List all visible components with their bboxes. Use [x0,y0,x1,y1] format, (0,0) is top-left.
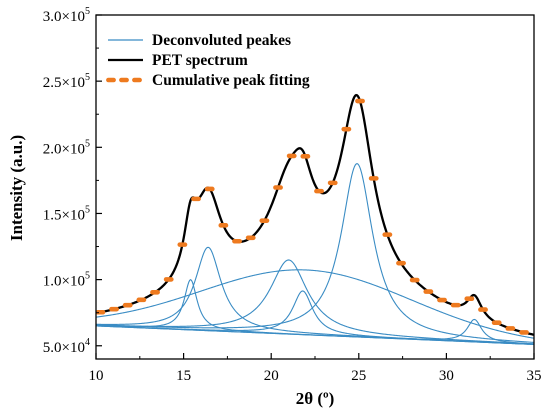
x-tick-label: 25 [351,368,366,384]
y-tick-label: 2.5×105 [43,72,90,91]
x-axis-title: 2θ (º) [296,389,335,408]
x-tick-label: 35 [527,368,542,384]
y-tick-label: 1.5×105 [43,204,90,223]
x-tick-label: 30 [439,368,454,384]
cumulative-fit-dots [95,98,529,335]
legend: Deconvoluted peakes PET spectrum Cumulativ… [106,32,310,89]
x-tick-label: 20 [264,368,279,384]
y-axis-title: Intensity (a.u.) [7,135,26,241]
x-axis: 10 15 20 25 30 35 [89,353,542,384]
deconvoluted-peak-2 [95,246,535,345]
legend-label: PET spectrum [152,52,248,69]
deconvoluted-peak-6 [95,163,535,343]
x-tick-label: 15 [176,368,191,384]
x-tick-label: 10 [89,368,104,384]
y-tick-label: 1.0×105 [43,271,90,290]
y-tick-label: 5.0×104 [43,337,90,356]
legend-label: Deconvoluted peakes [152,32,291,49]
y-tick-label: 3.0×105 [43,6,90,25]
y-tick-label: 2.0×105 [43,138,90,157]
y-axis: 5.0×104 1.0×105 1.5×105 2.0×105 2.5×105 3.0×1… [43,6,102,356]
deconvoluted-peaks [95,163,535,345]
deconvoluted-peak-3 [95,259,535,345]
deconvoluted-peak-7 [95,318,535,345]
legend-label: Cumulative peak fitting [152,72,310,89]
deconvoluted-peak-5 [95,269,535,339]
